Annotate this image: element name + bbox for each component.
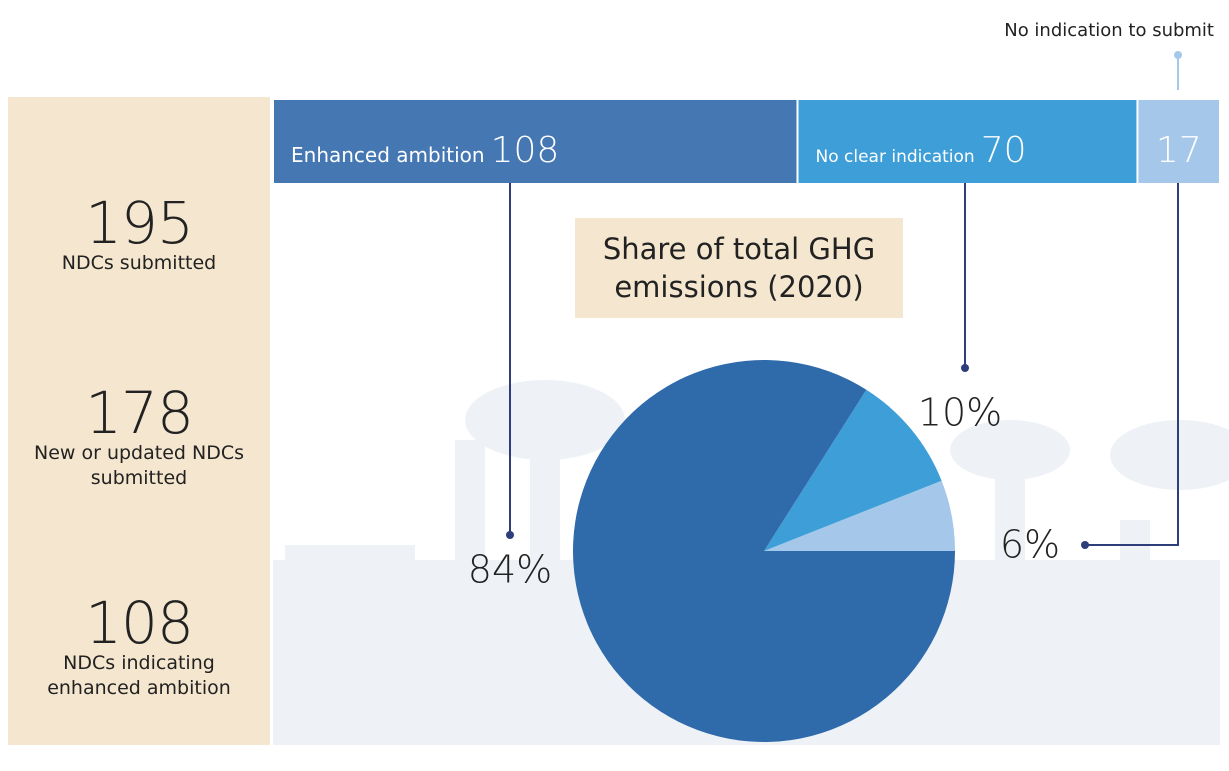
pie-title: Share of total GHG emissions (2020) [575,218,903,318]
infographic: Enhanced ambition108No clear indication7… [0,0,1229,771]
segment-value: 17 [1156,130,1202,171]
stat-value: 178 [8,385,270,441]
pie-label: 84% [468,548,552,592]
segment-value: 108 [491,130,560,171]
segment-name: Enhanced ambition [291,143,485,167]
stat-label: NDCs indicating enhanced ambition [8,651,270,701]
stat-label: NDCs submitted [8,251,270,276]
connector-dot [1174,51,1182,59]
pie-label: 10% [918,391,1002,435]
segment-value: 70 [981,130,1027,171]
connector-dot [1081,541,1089,549]
stat-label: New or updated NDCs submitted [8,441,270,491]
stat-value: 108 [8,595,270,651]
stat-value: 195 [8,195,270,251]
connector-dot [961,364,969,372]
connector-line [1085,183,1178,545]
segment-name: No indication to submit [1004,20,1214,41]
segment-name: No clear indication [815,147,974,167]
connector-dot [506,531,514,539]
bar-segment [798,100,1136,183]
pie-label: 6% [1000,523,1060,567]
